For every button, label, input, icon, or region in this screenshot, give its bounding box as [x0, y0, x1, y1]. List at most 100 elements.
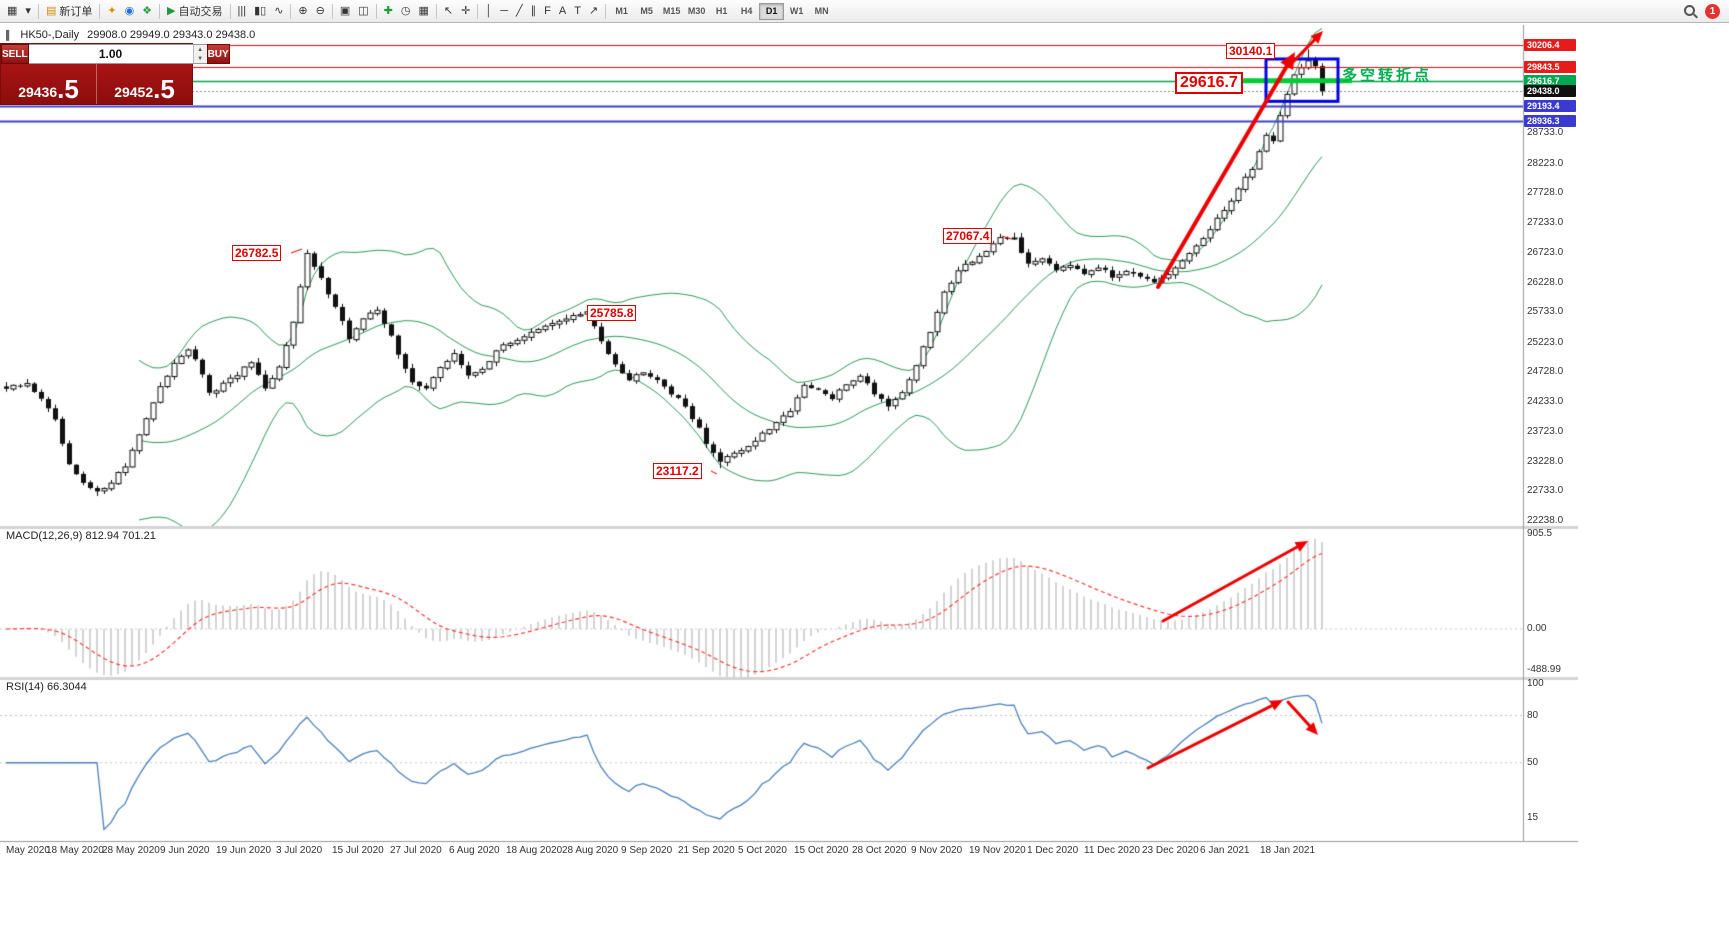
text-icon[interactable]: A	[555, 2, 570, 21]
trendline-icon: ╱	[516, 4, 523, 17]
price-callout[interactable]: 26782.5	[232, 245, 282, 261]
price-axis-badge: 30206.4	[1524, 39, 1576, 51]
crosshair-icon[interactable]: ✛	[457, 2, 474, 21]
date-axis-label: May 2020	[6, 845, 50, 856]
zoom-in-icon[interactable]: ⊕	[294, 2, 311, 21]
annotation-text[interactable]: 多空转折点	[1342, 67, 1433, 84]
tile-windows-icon: ▣	[339, 4, 351, 17]
buy-price[interactable]: 29452 .5	[114, 74, 175, 104]
label-icon: T	[574, 4, 581, 17]
toolbar-buttons: ▦ ▾ ▤ 新订单 ✦ ◉ ❖ ▶ 自动交易 ||| ▮▯ ∿ ⊕ ⊖ ▣ ◫ ✚ ◷ ▦ ↖ ✛ │ ─ ╱ ∥ F A T ↗ M1 M…	[3, 2, 834, 21]
search-icon[interactable]	[1683, 4, 1698, 19]
channel-icon[interactable]: ∥	[527, 2, 541, 21]
new-chart-icon: ▦	[7, 4, 18, 17]
candlestick-chart-icon[interactable]: ▮▯	[250, 2, 270, 21]
chart-profiles-icon[interactable]: ▾	[21, 2, 35, 21]
data-window-icon[interactable]: ❖	[138, 2, 156, 21]
price-callout[interactable]: 30140.1	[1226, 43, 1276, 59]
toolbar-separator	[290, 3, 292, 19]
price-axis-label: 22733.0	[1527, 485, 1564, 496]
date-axis-label: 27 Jul 2020	[390, 845, 442, 856]
rsi-axis-label: 50	[1527, 757, 1539, 768]
date-axis-label: 9 Sep 2020	[621, 845, 673, 856]
channel-icon: ∥	[530, 4, 537, 17]
templates-icon[interactable]: ▦	[415, 2, 433, 21]
date-axis-label: 18 Aug 2020	[506, 845, 563, 856]
chart-icon: ▌	[6, 30, 13, 40]
sell-button[interactable]: SELL	[1, 44, 29, 64]
price-callout[interactable]: 25785.8	[587, 305, 637, 321]
date-axis-label: 9 Nov 2020	[911, 845, 963, 856]
price-axis-label: 27233.0	[1527, 217, 1564, 228]
periods-icon[interactable]: ◷	[397, 2, 415, 21]
notification-badge[interactable]: 1	[1705, 3, 1720, 19]
indicators-icon[interactable]: ✚	[380, 2, 397, 21]
horizontal-line-icon[interactable]: ─	[496, 2, 512, 21]
trade-panel-controls: SELL ▲ ▼ BUY	[1, 44, 230, 64]
price-axis-label: 23723.0	[1527, 426, 1564, 437]
symbol-title: HK50-,Daily	[20, 29, 80, 41]
date-axis-label: 5 Oct 2020	[738, 845, 787, 856]
line-chart-icon[interactable]: ∿	[270, 2, 287, 21]
date-axis-label: 1 Dec 2020	[1027, 845, 1079, 856]
macd-axis-label: -488.99	[1527, 664, 1561, 675]
arrows-icon: ↗	[588, 4, 599, 17]
volume-up-button[interactable]: ▲	[193, 45, 207, 54]
price-axis-label: 22238.0	[1527, 515, 1564, 526]
toolbar-separator	[229, 3, 231, 19]
sell-price[interactable]: 29436 .5	[1, 64, 97, 104]
price-callout[interactable]: 29616.7	[1175, 72, 1243, 94]
cascade-windows-icon[interactable]: ◫	[354, 2, 372, 21]
new-order-icon: ▤	[45, 4, 57, 17]
timeframe-button-W1[interactable]: W1	[784, 3, 809, 20]
price-axis-label: 28223.0	[1527, 158, 1564, 169]
cursor-icon[interactable]: ↖	[440, 2, 457, 21]
volume-down-button[interactable]: ▼	[193, 54, 207, 63]
market-watch-icon: ◉	[124, 4, 135, 17]
bar-chart-icon[interactable]: |||	[234, 2, 251, 21]
price-axis-label: 24728.0	[1527, 366, 1564, 377]
price-axis-badge: 29438.0	[1524, 85, 1576, 97]
zoom-out-icon[interactable]: ⊖	[312, 2, 329, 21]
auto-trading-icon[interactable]: ▶ 自动交易	[163, 2, 226, 21]
timeframe-button-M15[interactable]: M15	[659, 3, 684, 20]
toolbar-separator	[331, 3, 333, 19]
volume-input[interactable]	[28, 45, 193, 63]
date-axis-label: 15 Oct 2020	[794, 845, 849, 856]
price-callout[interactable]: 27067.4	[943, 228, 993, 244]
zoom-out-icon: ⊖	[315, 4, 325, 17]
tile-windows-icon[interactable]: ▣	[336, 2, 354, 21]
price-axis-badge: 29193.4	[1524, 100, 1576, 112]
label-icon[interactable]: T	[570, 2, 585, 21]
crosshair-icon: ✛	[461, 4, 471, 17]
favorites-icon: ✦	[107, 4, 117, 17]
timeframe-button-MN[interactable]: MN	[809, 3, 834, 20]
periods-icon: ◷	[400, 4, 411, 17]
arrows-icon[interactable]: ↗	[585, 2, 602, 21]
toolbar-separator	[477, 3, 479, 19]
vertical-line-icon[interactable]: │	[481, 2, 496, 21]
trendline-icon[interactable]: ╱	[512, 2, 527, 21]
new-chart-icon[interactable]: ▦	[3, 2, 21, 21]
price-axis-badge: 29843.5	[1524, 61, 1576, 73]
new-order-icon[interactable]: ▤ 新订单	[42, 2, 96, 21]
toolbar: ▦ ▾ ▤ 新订单 ✦ ◉ ❖ ▶ 自动交易 ||| ▮▯ ∿ ⊕ ⊖ ▣ ◫ ✚ ◷ ▦ ↖ ✛ │ ─ ╱ ∥ F A T ↗ M1 M…	[0, 0, 1729, 23]
toolbar-separator	[159, 3, 161, 19]
market-watch-icon[interactable]: ◉	[121, 2, 139, 21]
timeframe-button-D1[interactable]: D1	[759, 2, 785, 20]
favorites-icon[interactable]: ✦	[103, 2, 120, 21]
macd-axis-label: 905.5	[1527, 528, 1553, 539]
chart-canvas[interactable]	[0, 25, 1578, 860]
buy-button[interactable]: BUY	[206, 44, 230, 64]
price-axis-badge: 28936.3	[1524, 115, 1576, 127]
timeframe-button-H1[interactable]: H1	[709, 3, 734, 20]
price-callout[interactable]: 23117.2	[653, 463, 702, 479]
timeframe-button-M5[interactable]: M5	[634, 3, 659, 20]
volume-control: ▲ ▼	[28, 44, 207, 64]
timeframe-button-H4[interactable]: H4	[734, 3, 759, 20]
timeframe-button-M1[interactable]: M1	[609, 3, 634, 20]
date-axis-label: 28 May 2020	[102, 845, 160, 856]
timeframe-button-M30[interactable]: M30	[684, 3, 709, 20]
fibonacci-icon[interactable]: F	[540, 2, 555, 21]
